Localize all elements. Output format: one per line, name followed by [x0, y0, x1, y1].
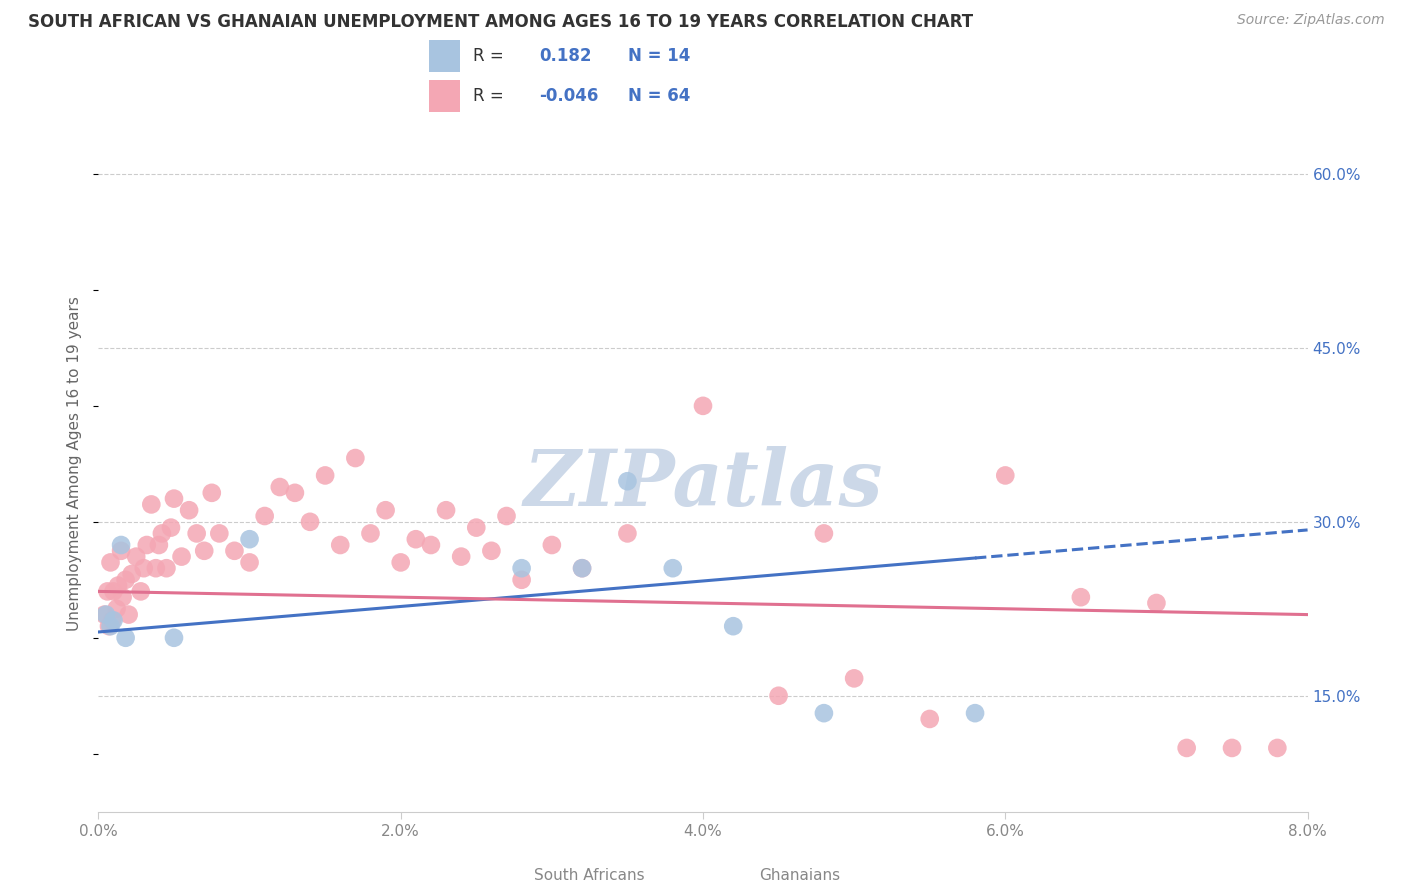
Point	[314, 468, 336, 483]
Bar	[429, 79, 460, 112]
Point	[1267, 740, 1289, 755]
Point	[344, 450, 367, 466]
Text: SOUTH AFRICAN VS GHANAIAN UNEMPLOYMENT AMONG AGES 16 TO 19 YEARS CORRELATION CHA: SOUTH AFRICAN VS GHANAIAN UNEMPLOYMENT A…	[28, 13, 973, 31]
Point	[571, 561, 593, 575]
Point	[98, 619, 121, 633]
Point	[100, 555, 122, 570]
Point	[103, 584, 125, 599]
Point	[813, 706, 835, 721]
Point	[616, 526, 638, 541]
Point	[118, 607, 141, 622]
Point	[239, 555, 262, 570]
Point	[125, 549, 148, 564]
Point	[541, 538, 564, 552]
Text: Source: ZipAtlas.com: Source: ZipAtlas.com	[1237, 13, 1385, 28]
Point	[179, 503, 201, 517]
Point	[994, 468, 1017, 483]
Point	[145, 561, 167, 575]
Point	[155, 561, 177, 575]
Point	[1175, 740, 1198, 755]
Bar	[429, 40, 460, 72]
Point	[132, 561, 155, 575]
Point	[94, 607, 117, 622]
Point	[110, 543, 132, 558]
Point	[284, 485, 307, 500]
Point	[103, 614, 125, 628]
Point	[186, 526, 208, 541]
Point	[1070, 591, 1092, 605]
Y-axis label: Unemployment Among Ages 16 to 19 years: Unemployment Among Ages 16 to 19 years	[67, 296, 83, 632]
Text: South Africans: South Africans	[534, 868, 645, 882]
Point	[150, 526, 173, 541]
Point	[253, 508, 276, 523]
Text: R =: R =	[474, 47, 505, 65]
Point	[114, 631, 136, 645]
Text: Ghanaians: Ghanaians	[759, 868, 841, 882]
Point	[374, 503, 396, 517]
Point	[121, 567, 143, 582]
Point	[111, 591, 134, 605]
Point	[768, 689, 790, 703]
Point	[616, 475, 638, 489]
Point	[510, 561, 533, 575]
Point	[662, 561, 685, 575]
Point	[510, 573, 533, 587]
Point	[1146, 596, 1168, 610]
Point	[692, 399, 714, 413]
Point	[141, 498, 163, 512]
Point	[420, 538, 443, 552]
Point	[450, 549, 472, 564]
Point	[135, 538, 157, 552]
Point	[110, 538, 132, 552]
Point	[129, 584, 152, 599]
Point	[269, 480, 291, 494]
Point	[170, 549, 193, 564]
Point	[495, 508, 517, 523]
Point	[329, 538, 352, 552]
Point	[96, 584, 118, 599]
Point	[107, 579, 129, 593]
Point	[918, 712, 941, 726]
Point	[163, 631, 186, 645]
Point	[844, 671, 866, 685]
Point	[723, 619, 745, 633]
Point	[1220, 740, 1243, 755]
Text: -0.046: -0.046	[538, 87, 598, 105]
Point	[105, 601, 128, 615]
Point	[405, 532, 427, 546]
Point	[389, 555, 412, 570]
Point	[239, 532, 262, 546]
Text: 0.182: 0.182	[538, 47, 592, 65]
Point	[101, 614, 124, 628]
Point	[148, 538, 170, 552]
Point	[434, 503, 457, 517]
Point	[100, 619, 122, 633]
Text: R =: R =	[474, 87, 505, 105]
Point	[208, 526, 231, 541]
Text: ZIPatlas: ZIPatlas	[523, 447, 883, 523]
Point	[965, 706, 987, 721]
Point	[201, 485, 224, 500]
Point	[360, 526, 382, 541]
Point	[93, 607, 115, 622]
Text: N = 14: N = 14	[628, 47, 690, 65]
Point	[465, 521, 488, 535]
Point	[813, 526, 835, 541]
Point	[114, 573, 136, 587]
Text: N = 64: N = 64	[628, 87, 690, 105]
Point	[163, 491, 186, 506]
Point	[481, 543, 503, 558]
Point	[571, 561, 593, 575]
Point	[193, 543, 215, 558]
Point	[160, 521, 183, 535]
Point	[299, 515, 322, 529]
Point	[224, 543, 246, 558]
